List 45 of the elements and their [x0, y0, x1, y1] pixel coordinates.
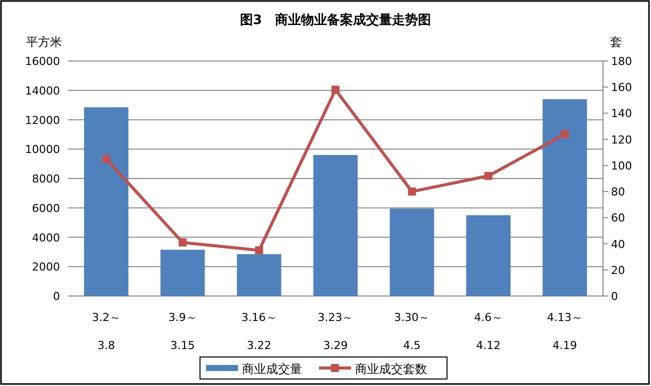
point: [102, 154, 110, 163]
legend-label: 商业成交量: [242, 362, 302, 376]
bar: [466, 215, 511, 296]
category-label: 3.16～ 3.22: [241, 311, 277, 352]
y-tick-label: 6000: [32, 202, 60, 215]
y2-tick-label: 0: [611, 290, 618, 303]
category-label: 3.23～ 3.29: [318, 311, 354, 352]
y-tick-label: 0: [53, 290, 60, 303]
y-tick-label: 4000: [32, 231, 60, 244]
point: [484, 172, 492, 180]
y-tick-label: 12000: [25, 114, 60, 127]
point: [332, 86, 340, 94]
point: [178, 238, 187, 246]
point: [255, 246, 264, 254]
y-tick-label: 2000: [32, 260, 60, 274]
y2-tick-label: 180: [611, 55, 632, 68]
legend-label: 商业成交套数: [355, 362, 427, 376]
point: [560, 130, 569, 138]
point: [408, 188, 416, 196]
y2-tick-label: 80: [611, 186, 625, 199]
y2-tick-label: 60: [611, 212, 625, 225]
bar: [390, 208, 434, 296]
y2-tick-label: 40: [611, 238, 625, 251]
bar: [236, 254, 282, 296]
bar: [160, 250, 205, 296]
bar: [84, 107, 128, 296]
y-tick-label: 10000: [25, 143, 60, 156]
y2-axis-title: 套: [610, 35, 622, 49]
category-label: 3.9～ 3.15: [168, 311, 197, 352]
category-label: 4.6～ 4.12: [474, 311, 503, 352]
category-label: 3.30～ 4.5: [394, 311, 430, 352]
y2-tick-label: 20: [611, 264, 625, 277]
bar: [542, 99, 587, 296]
category-label: 3.2～ 3.8: [92, 311, 120, 352]
y-tick-label: 8000: [32, 172, 60, 186]
y-tick-label: 14000: [25, 84, 60, 98]
y2-tick-label: 120: [611, 133, 632, 146]
category-label: 4.13～ 4.19: [547, 311, 583, 352]
y2-tick-label: 100: [611, 159, 632, 172]
y-axis-title: 平方米: [26, 35, 62, 49]
y2-tick-label: 160: [611, 81, 632, 94]
chart-title: 图3 商业物业备案成交量走势图: [240, 12, 432, 28]
bar: [313, 155, 358, 296]
y2-tick-label: 140: [611, 107, 632, 120]
y-tick-label: 16000: [25, 55, 60, 68]
